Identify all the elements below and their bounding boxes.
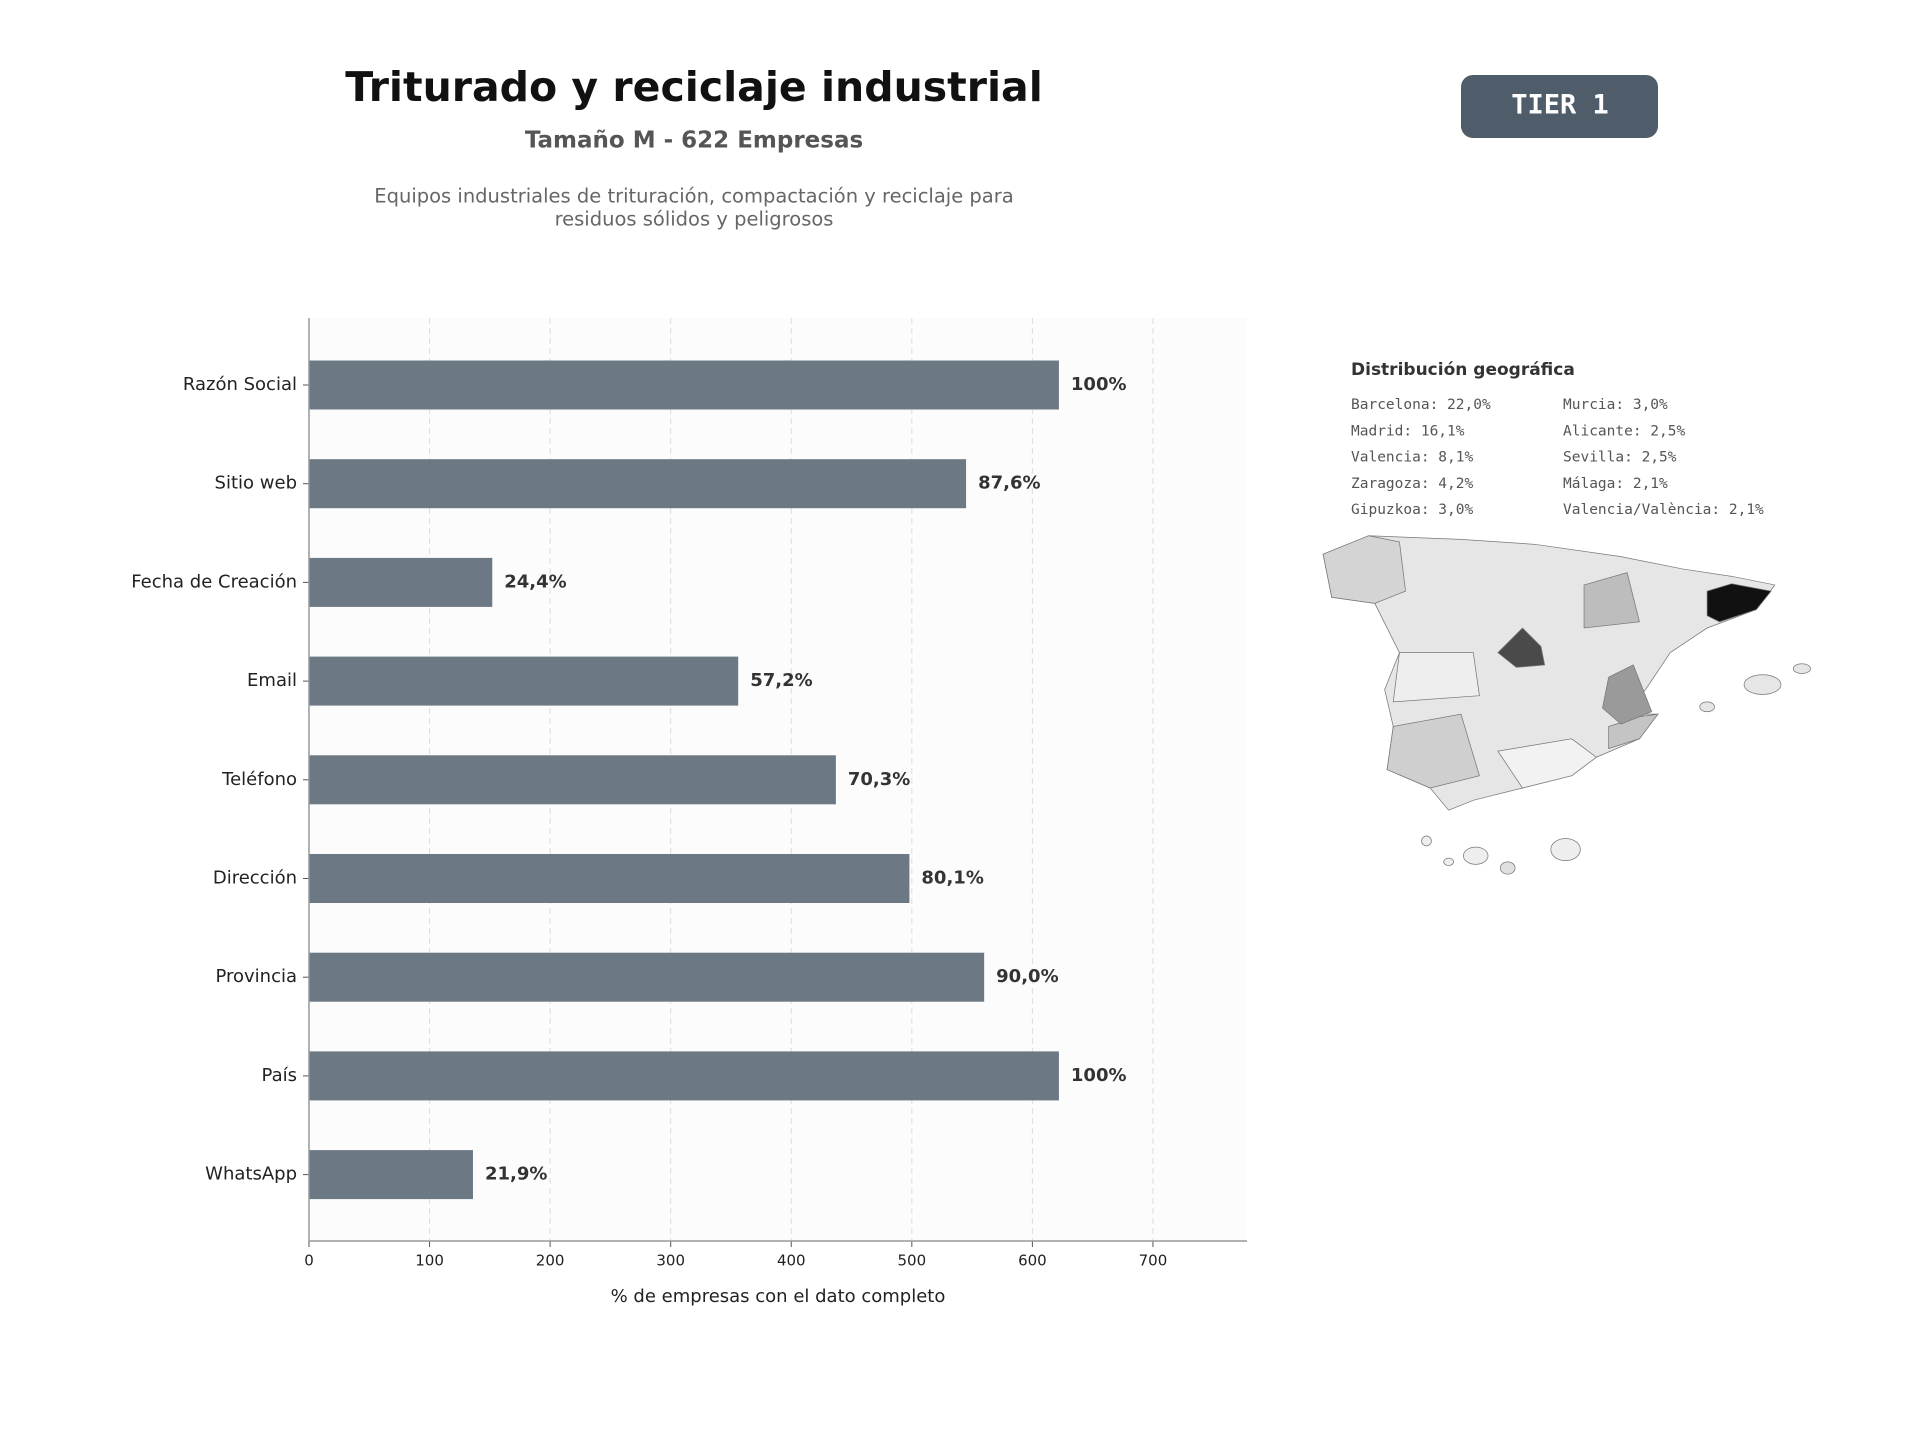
map-region	[1602, 664, 1653, 725]
x-tick-label: 200	[536, 1252, 565, 1270]
bar	[309, 952, 985, 1002]
value-label: 100%	[1071, 374, 1127, 395]
map-region	[1322, 535, 1406, 604]
geo-entry: Valencia/València: 2,1%	[1563, 502, 1764, 518]
x-tick-label: 400	[777, 1252, 806, 1270]
geo-entry: Murcia: 3,0%	[1563, 397, 1668, 413]
y-tick-label: Email	[247, 670, 297, 691]
map-island	[1463, 846, 1489, 865]
geo-title: Distribución geográfica	[1351, 360, 1575, 380]
description-line: Equipos industriales de trituración, com…	[374, 185, 1013, 208]
bar	[309, 656, 739, 706]
map-region	[1386, 713, 1480, 789]
y-tick-label: Sitio web	[215, 473, 297, 494]
map-region	[1706, 583, 1772, 623]
page-title: Triturado y reciclaje industrial	[345, 63, 1043, 111]
x-tick-label: 300	[656, 1252, 685, 1270]
geo-entry: Valencia: 8,1%	[1351, 450, 1473, 466]
y-tick-label: WhatsApp	[205, 1164, 297, 1185]
tier-badge-label: TIER 1	[1511, 90, 1609, 121]
geo-entry: Gipuzkoa: 3,0%	[1351, 502, 1473, 518]
bar	[309, 459, 967, 509]
spain-map	[1322, 535, 1811, 875]
description-line: residuos sólidos y peligrosos	[555, 208, 834, 231]
map-region	[1583, 572, 1640, 629]
x-tick-label: 100	[415, 1252, 444, 1270]
value-label: 24,4%	[504, 571, 566, 592]
map-island	[1421, 835, 1432, 847]
map-region	[1497, 627, 1546, 668]
map-island	[1443, 857, 1454, 866]
x-tick-label: 0	[304, 1252, 314, 1270]
map-island	[1699, 701, 1715, 713]
y-tick-label: País	[262, 1065, 297, 1086]
y-tick-label: Teléfono	[221, 769, 297, 790]
geo-entry: Barcelona: 22,0%	[1351, 397, 1491, 413]
map-island	[1499, 861, 1516, 875]
map-island	[1550, 838, 1581, 862]
geo-entry: Sevilla: 2,5%	[1563, 450, 1677, 466]
geo-entry: Málaga: 2,1%	[1563, 476, 1668, 492]
bar	[309, 755, 836, 805]
bar	[309, 360, 1059, 410]
y-tick-label: Provincia	[215, 966, 297, 987]
x-tick-label: 700	[1139, 1252, 1168, 1270]
geo-entry: Madrid: 16,1%	[1351, 423, 1465, 439]
x-axis-title: % de empresas con el dato completo	[611, 1286, 946, 1307]
value-label: 100%	[1071, 1065, 1127, 1086]
tier-badge	[1461, 75, 1658, 138]
geo-entry: Zaragoza: 4,2%	[1351, 476, 1473, 492]
value-label: 21,9%	[485, 1164, 547, 1185]
bar	[309, 557, 493, 607]
y-tick-label: Razón Social	[183, 374, 297, 395]
page-subtitle: Tamaño M - 622 Empresas	[525, 128, 863, 154]
map-island	[1743, 674, 1782, 695]
bar	[309, 854, 910, 903]
geo-legend: Barcelona: 22,0% Madrid: 16,1% Valencia: 8…	[1351, 397, 1764, 518]
map-region	[1392, 652, 1480, 703]
x-tick-label: 500	[898, 1252, 927, 1270]
bar-chart: 0 100 200 300 400 500 600 700 Razón Social 100% Si…	[131, 318, 1247, 1307]
geo-entry: Alicante: 2,5%	[1563, 423, 1685, 439]
value-label: 57,2%	[750, 670, 812, 691]
value-label: 80,1%	[921, 868, 983, 889]
value-label: 70,3%	[848, 769, 910, 790]
y-tick-label: Dirección	[213, 868, 297, 889]
x-tick-label: 600	[1018, 1252, 1047, 1270]
map-region	[1497, 738, 1597, 789]
value-label: 87,6%	[978, 473, 1040, 494]
y-tick-label: Fecha de Creación	[131, 571, 297, 592]
bar	[309, 1150, 473, 1200]
map-island	[1792, 663, 1811, 674]
bar	[309, 1051, 1059, 1101]
value-label: 90,0%	[996, 966, 1058, 987]
